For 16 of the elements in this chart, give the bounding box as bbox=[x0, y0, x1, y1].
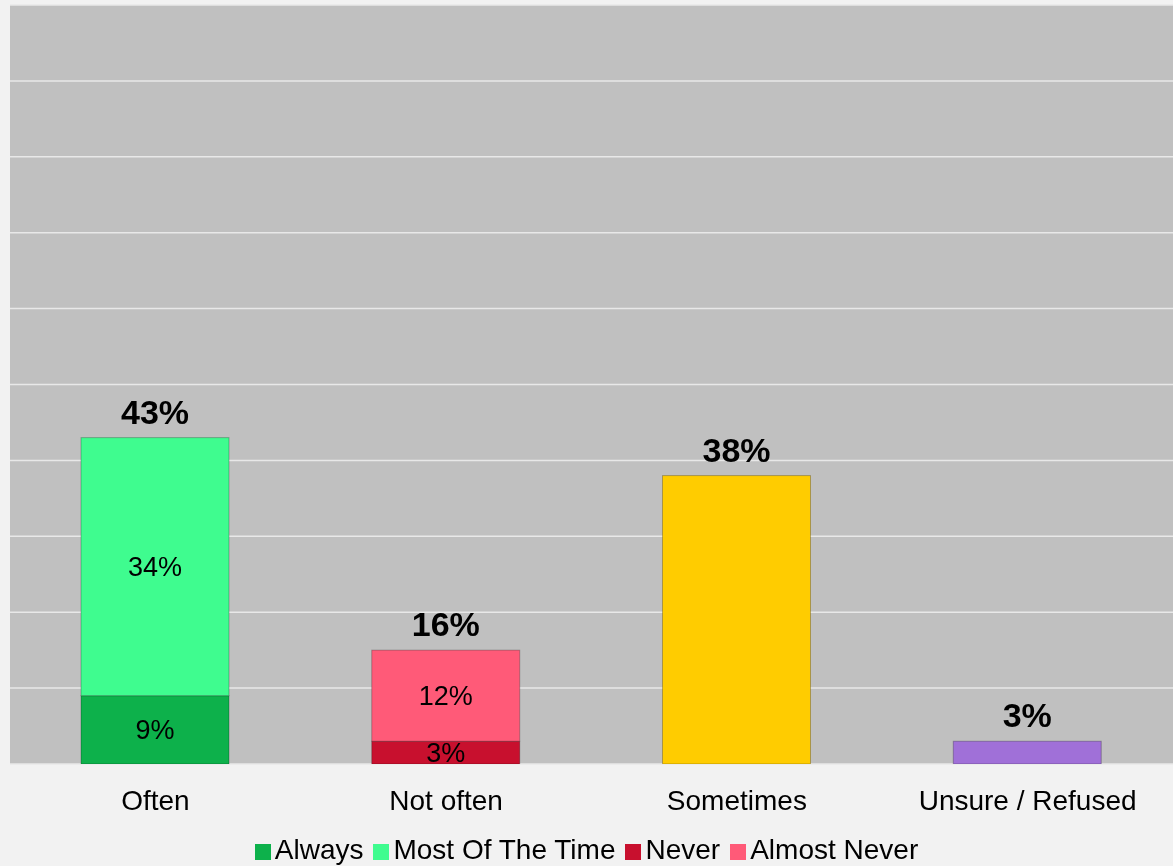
data-label: 9% bbox=[135, 714, 175, 745]
data-label: 3% bbox=[426, 737, 466, 768]
legend-label: Almost Never bbox=[750, 834, 919, 865]
legend-label: Most Of The Time bbox=[393, 834, 616, 865]
legend-label: Never bbox=[645, 834, 721, 865]
legend-label: Always bbox=[274, 834, 364, 865]
data-label: 12% bbox=[418, 680, 473, 711]
total-label: 3% bbox=[1002, 696, 1052, 735]
data-label: 34% bbox=[127, 551, 183, 582]
x-tick-label: Not often bbox=[389, 784, 503, 816]
total-label: 38% bbox=[702, 430, 771, 469]
x-tick-label: Sometimes bbox=[666, 784, 807, 816]
total-label: 16% bbox=[411, 605, 480, 644]
total-label: 43% bbox=[120, 392, 190, 431]
x-tick-label: Often bbox=[121, 784, 190, 816]
x-tick-label: Unsure / Refused bbox=[918, 784, 1137, 816]
